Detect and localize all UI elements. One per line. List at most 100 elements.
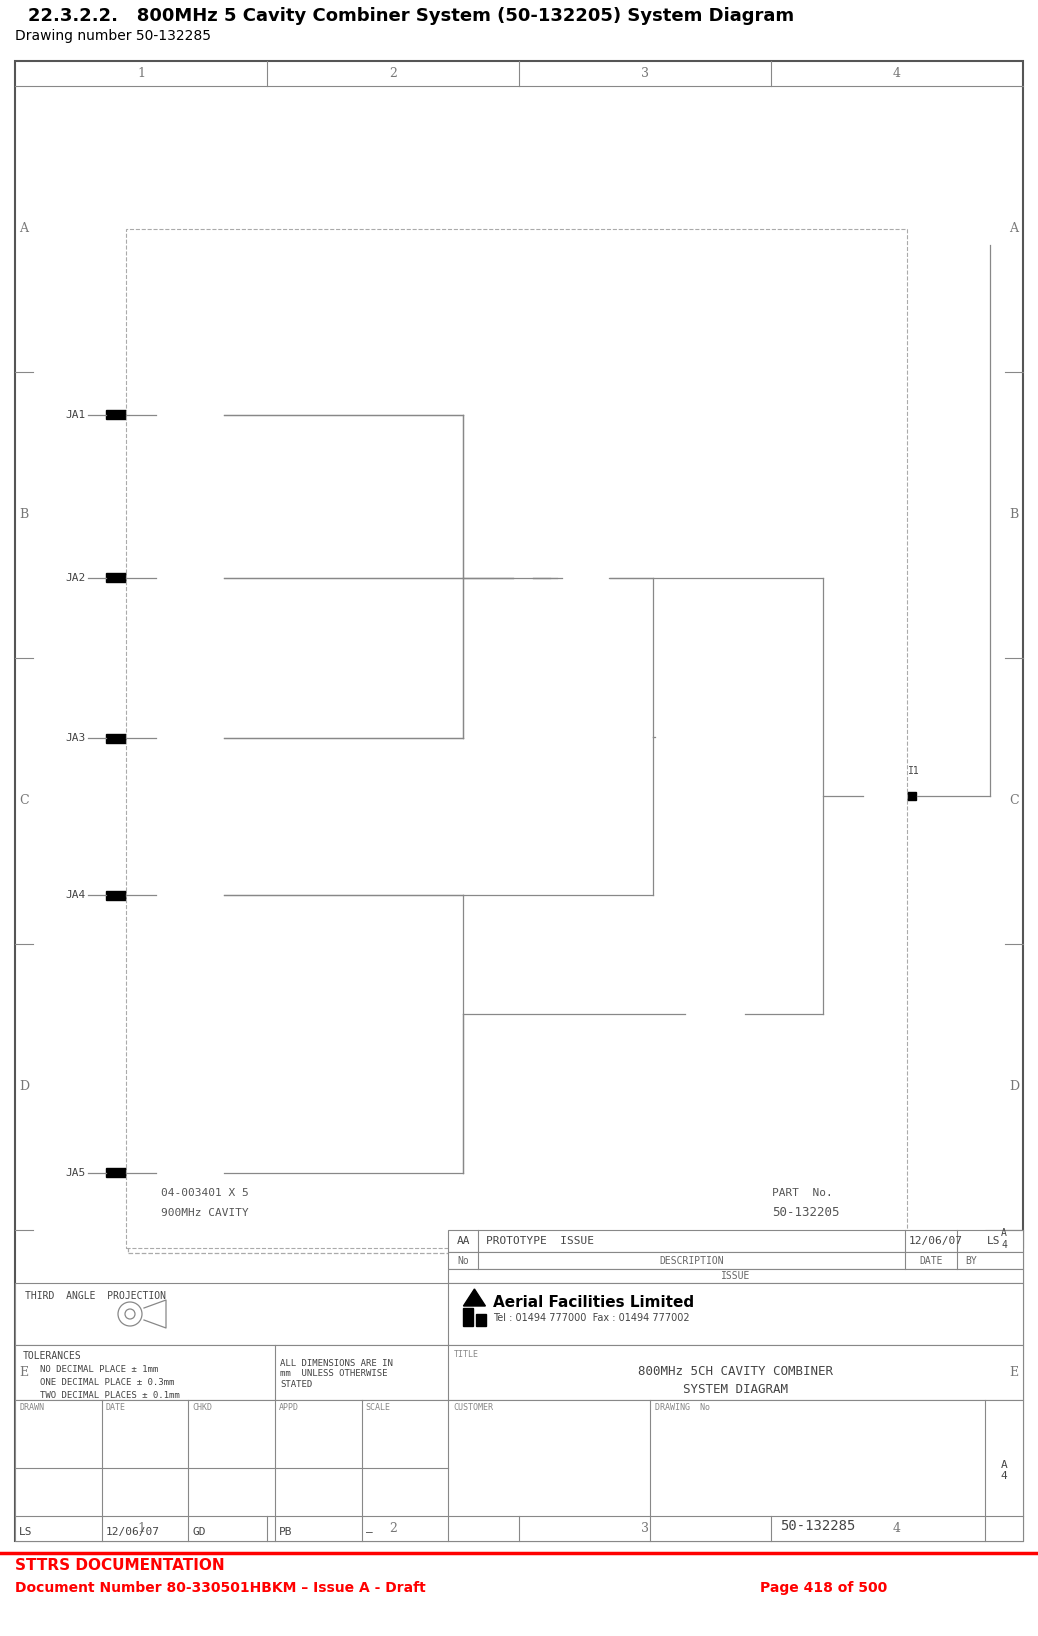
Text: 50-132205: 50-132205 (772, 1206, 840, 1219)
Text: STTRS DOCUMENTATION: STTRS DOCUMENTATION (15, 1557, 224, 1572)
Bar (463, 1309, 473, 1327)
Text: CHKD: CHKD (192, 1404, 213, 1412)
Text: E: E (1009, 1366, 1018, 1379)
Bar (15, 1283, 1023, 1345)
Bar (546, 574, 566, 582)
Bar (513, 574, 532, 582)
Bar (15, 1345, 1023, 1400)
Text: BY: BY (965, 1255, 977, 1266)
Text: 3: 3 (641, 67, 649, 80)
Bar (459, 463, 467, 530)
Bar (204, 1168, 224, 1178)
Text: DATE: DATE (106, 1404, 126, 1412)
Bar (861, 792, 878, 800)
Bar (106, 733, 126, 743)
Bar (459, 929, 467, 1027)
Text: JA1: JA1 (65, 411, 86, 420)
Bar (106, 574, 126, 582)
Text: D: D (1009, 1080, 1019, 1093)
Text: ISSUE: ISSUE (721, 1271, 750, 1281)
Text: 800MHz 5CH CAVITY COMBINER: 800MHz 5CH CAVITY COMBINER (638, 1364, 834, 1378)
Bar (204, 733, 224, 743)
Text: THIRD  ANGLE  PROJECTION: THIRD ANGLE PROJECTION (25, 1291, 166, 1301)
Bar (513, 574, 532, 582)
Text: APPD: APPD (279, 1404, 299, 1412)
Text: 04-003401 X 5: 04-003401 X 5 (161, 1188, 249, 1198)
Text: 3: 3 (641, 1521, 649, 1535)
Bar (681, 1009, 701, 1019)
Text: E: E (20, 1366, 29, 1379)
Text: TITLE: TITLE (454, 1350, 479, 1360)
Bar (106, 1168, 126, 1178)
Text: No: No (458, 1255, 469, 1266)
Text: B: B (1009, 509, 1018, 522)
Text: 1: 1 (137, 67, 145, 80)
Bar (476, 1314, 487, 1327)
Text: Aerial Facilities Limited: Aerial Facilities Limited (493, 1296, 694, 1310)
Bar (649, 627, 657, 687)
Bar (448, 1230, 1023, 1252)
Text: 900MHz CAVITY: 900MHz CAVITY (161, 1207, 249, 1217)
Text: 2: 2 (389, 67, 397, 80)
Text: 12/06/07: 12/06/07 (106, 1526, 160, 1536)
Bar (106, 892, 126, 900)
Text: TWO DECIMAL PLACES ± 0.1mm: TWO DECIMAL PLACES ± 0.1mm (40, 1391, 180, 1400)
Text: ALL DIMENSIONS ARE IN
mm  UNLESS OTHERWISE
STATED: ALL DIMENSIONS ARE IN mm UNLESS OTHERWIS… (280, 1360, 393, 1389)
Bar (589, 574, 609, 582)
Text: 2: 2 (389, 1521, 397, 1535)
Bar (106, 411, 126, 419)
Bar (649, 785, 657, 846)
Text: LS: LS (987, 1237, 1001, 1247)
Bar (590, 574, 610, 582)
Bar (898, 792, 916, 800)
Text: Document Number 80-330501HBKM – Issue A - Draft: Document Number 80-330501HBKM – Issue A … (15, 1580, 426, 1595)
Text: Page 418 of 500: Page 418 of 500 (760, 1580, 887, 1595)
Text: 1: 1 (137, 1521, 145, 1535)
Bar (459, 625, 467, 692)
Text: AA: AA (457, 1237, 470, 1247)
Text: DESCRIPTION: DESCRIPTION (659, 1255, 725, 1266)
Text: DRAWN: DRAWN (19, 1404, 44, 1412)
Text: D: D (19, 1080, 29, 1093)
Text: 50-132285: 50-132285 (780, 1518, 855, 1533)
Text: LS: LS (19, 1526, 32, 1536)
Text: A
4: A 4 (1001, 1229, 1007, 1250)
Bar (459, 435, 467, 492)
Text: GD: GD (192, 1526, 206, 1536)
Text: I1: I1 (908, 766, 920, 775)
Text: C: C (19, 795, 29, 808)
Bar (459, 1098, 467, 1153)
Text: JA4: JA4 (65, 890, 86, 900)
Bar (204, 574, 224, 582)
Bar (448, 1270, 1023, 1283)
Text: PROTOTYPE  ISSUE: PROTOTYPE ISSUE (487, 1237, 595, 1247)
Text: TOLERANCES: TOLERANCES (23, 1351, 82, 1361)
Bar (204, 892, 224, 900)
Text: PB: PB (279, 1526, 293, 1536)
Text: 22.3.2.2.   800MHz 5 Cavity Combiner System (50-132205) System Diagram: 22.3.2.2. 800MHz 5 Cavity Combiner Syste… (28, 7, 794, 25)
Text: SYSTEM DIAGRAM: SYSTEM DIAGRAM (683, 1382, 788, 1396)
Text: A: A (1010, 222, 1018, 236)
Text: ONE DECIMAL PLACE ± 0.3mm: ONE DECIMAL PLACE ± 0.3mm (40, 1378, 174, 1387)
Text: JA3: JA3 (65, 733, 86, 743)
Text: B: B (20, 509, 29, 522)
Text: DATE: DATE (920, 1255, 943, 1266)
Text: Tel : 01494 777000  Fax : 01494 777002: Tel : 01494 777000 Fax : 01494 777002 (493, 1314, 690, 1324)
Bar (725, 1009, 745, 1019)
Text: SCALE: SCALE (365, 1404, 390, 1412)
Bar (819, 641, 827, 733)
Bar (535, 574, 555, 582)
Text: CUSTOMER: CUSTOMER (454, 1404, 493, 1412)
Polygon shape (463, 1289, 486, 1306)
Text: 4: 4 (893, 67, 901, 80)
Bar (459, 663, 467, 718)
Text: PART  No.: PART No. (772, 1188, 832, 1198)
Text: A: A (20, 222, 28, 236)
Bar (126, 229, 907, 1248)
Bar (128, 234, 905, 1253)
Bar (448, 1252, 1023, 1270)
Text: Drawing number 50-132285: Drawing number 50-132285 (15, 29, 211, 43)
Text: 12/06/07: 12/06/07 (909, 1237, 963, 1247)
Text: NO DECIMAL PLACE ± 1mm: NO DECIMAL PLACE ± 1mm (40, 1364, 158, 1374)
Text: JA2: JA2 (65, 573, 86, 582)
